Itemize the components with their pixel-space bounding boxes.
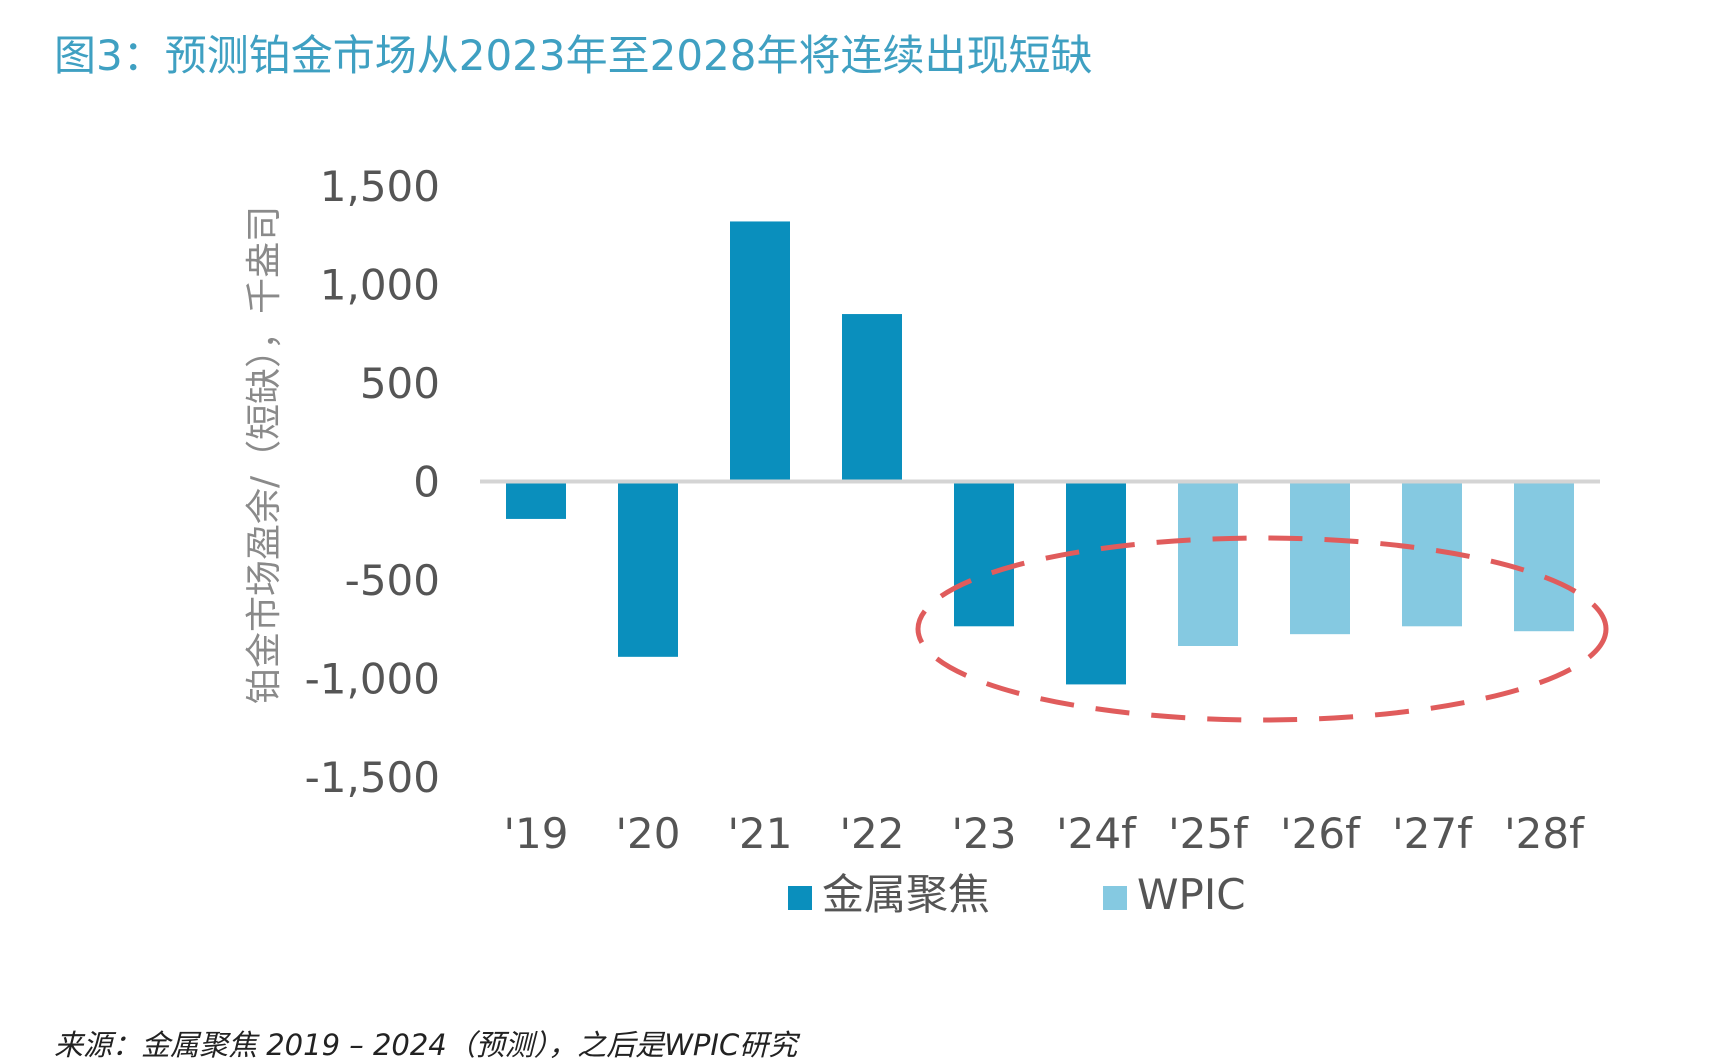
- figure-title: 图3：预测铂金市场从2023年至2028年将连续出现短缺: [54, 31, 1093, 80]
- legend-label: WPIC: [1137, 870, 1246, 919]
- bar: [506, 481, 566, 519]
- y-tick-label: -1,000: [305, 655, 440, 704]
- bar: [1066, 481, 1126, 685]
- legend-label: 金属聚焦: [822, 870, 990, 919]
- legend-swatch: [1103, 886, 1127, 910]
- y-tick-label: 1,500: [320, 162, 440, 211]
- x-tick-label: '20: [616, 809, 681, 858]
- y-tick-label: 0: [413, 458, 440, 507]
- x-tick-label: '19: [504, 809, 569, 858]
- bar: [730, 221, 790, 482]
- y-tick-label: -1,500: [305, 753, 440, 802]
- source-note: 来源：金属聚焦 2019 – 2024（预测），之后是WPIC研究: [54, 1028, 798, 1062]
- legend: 金属聚焦 WPIC: [788, 870, 1246, 919]
- bar: [1178, 481, 1238, 646]
- bar: [842, 314, 902, 482]
- y-tick-label: 500: [360, 359, 440, 408]
- x-tick-labels: '19 '20 '21 '22 '23 '24f '25f '26f '27f '28f: [504, 809, 1586, 858]
- bar: [618, 481, 678, 657]
- x-tick-label: '27f: [1392, 809, 1473, 858]
- x-tick-label: '26f: [1280, 809, 1361, 858]
- bar: [954, 481, 1014, 627]
- y-axis-title-group: 铂金市场盈余/（短缺），千盎司: [244, 206, 285, 704]
- bar: [1290, 481, 1350, 635]
- y-axis-title: 铂金市场盈余/（短缺），千盎司: [244, 206, 285, 704]
- legend-swatch: [788, 886, 812, 910]
- y-tick-labels: 1,500 1,000 500 0 -500 -1,000 -1,500: [305, 162, 440, 802]
- x-tick-label: '22: [840, 809, 905, 858]
- x-tick-label: '24f: [1056, 809, 1137, 858]
- x-tick-label: '25f: [1168, 809, 1249, 858]
- x-tick-label: '21: [728, 809, 793, 858]
- bars: [506, 221, 1574, 685]
- y-tick-label: 1,000: [320, 261, 440, 310]
- x-tick-label: '28f: [1504, 809, 1585, 858]
- bar-chart: 铂金市场盈余/（短缺），千盎司 1,500 1,000 500 0 -500 -1,000…: [244, 162, 1609, 919]
- bar: [1514, 481, 1574, 632]
- y-tick-label: -500: [345, 556, 440, 605]
- shortage-highlight-ellipse: [915, 535, 1609, 723]
- x-tick-label: '23: [952, 809, 1017, 858]
